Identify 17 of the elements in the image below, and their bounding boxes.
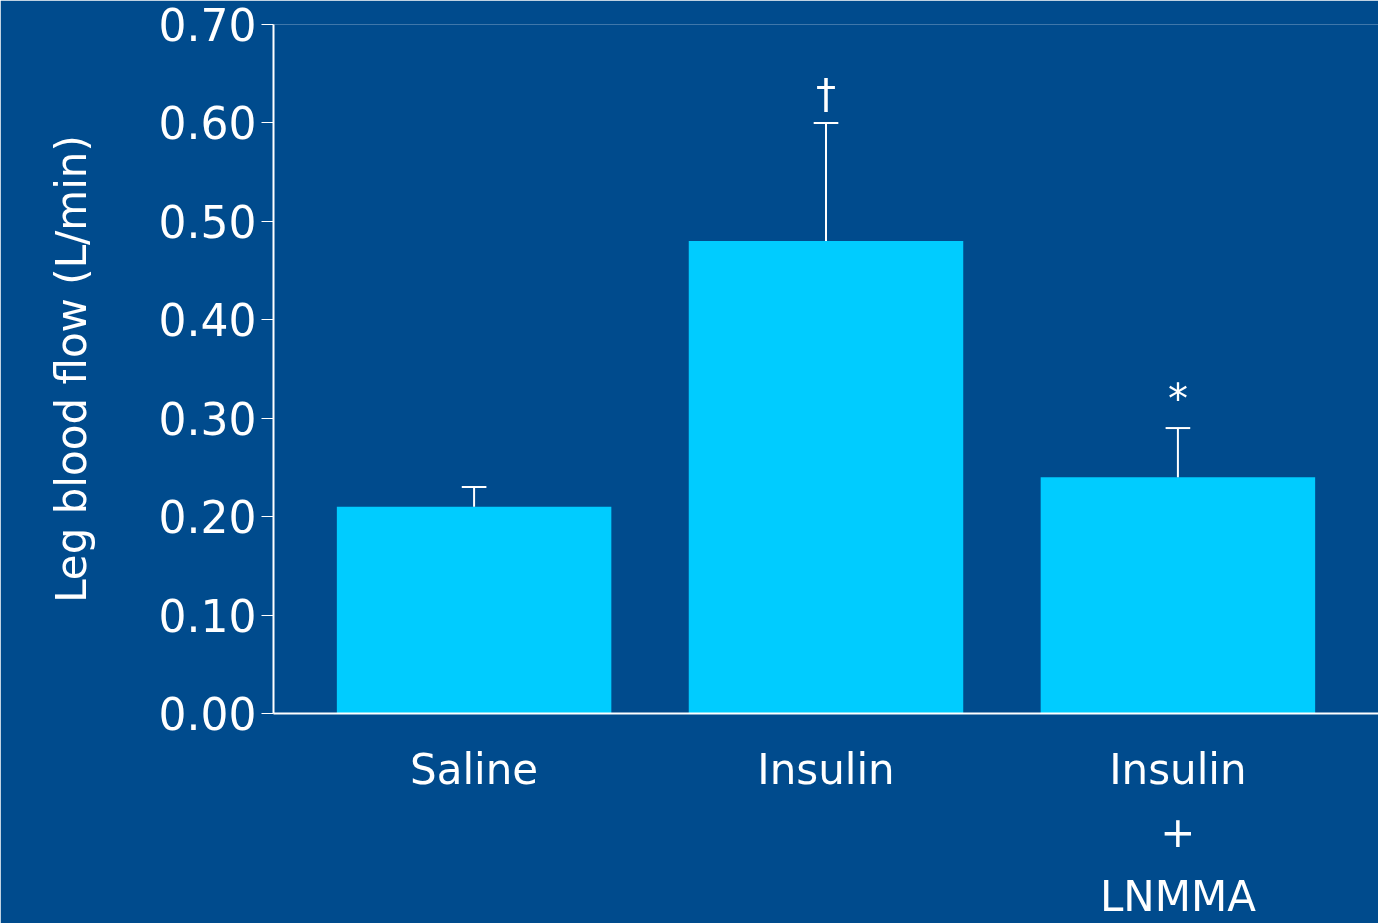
y-tick-label: 0.30 xyxy=(158,393,257,445)
y-tick-label: 0.70 xyxy=(158,0,257,51)
bar xyxy=(336,506,612,714)
y-tick-label: 0.10 xyxy=(158,590,257,642)
x-tick-label: Insulin + LNMMA xyxy=(1099,744,1257,921)
y-axis-title: Leg blood flow (L/min) xyxy=(46,135,96,603)
annotation: * xyxy=(1167,376,1188,423)
y-tick-label: 0.20 xyxy=(158,492,257,544)
y-tick-label: 0.00 xyxy=(158,689,257,740)
x-tick-label: Saline xyxy=(409,744,539,794)
annotation: † xyxy=(816,70,836,117)
y-tick-label: 0.40 xyxy=(158,295,257,347)
bar xyxy=(1040,477,1316,714)
x-tick-label: Insulin xyxy=(757,744,895,794)
bar xyxy=(688,241,964,714)
y-tick-label: 0.60 xyxy=(158,98,257,150)
y-tick-label: 0.50 xyxy=(158,196,257,248)
